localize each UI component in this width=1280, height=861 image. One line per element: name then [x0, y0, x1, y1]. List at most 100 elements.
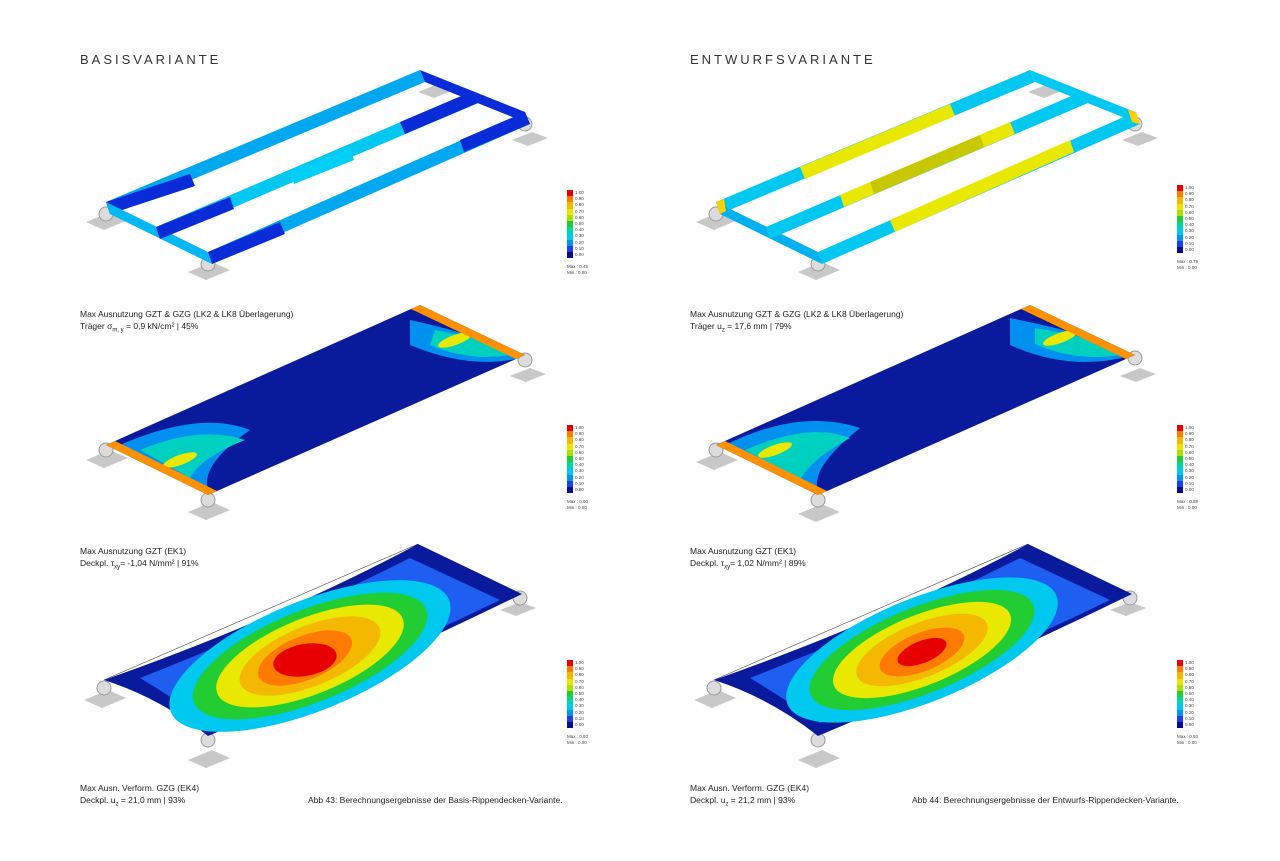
- caption-line-1: Max Ausnutzung GZT & GZG (LK2 & LK8 Über…: [80, 309, 294, 319]
- legend-swatch: [567, 251, 573, 259]
- legend-row: 0.90: [567, 666, 607, 673]
- legend-swatch: [567, 214, 573, 221]
- legend-row: 0.20: [1177, 709, 1217, 716]
- caption-line-1: Max Ausnutzung GZT (EK1): [80, 546, 187, 556]
- legend-swatch: [567, 709, 573, 716]
- legend-row: 0.10: [1177, 715, 1217, 722]
- legend-level-label: 0.80: [1185, 672, 1194, 678]
- legend-row: 0.90: [1177, 431, 1217, 438]
- legend-bar: 1.00 0.90 0.80 0.70 0.60 0.50 0.40 0.30 0.20 0.10…: [567, 190, 607, 259]
- legend-swatch: [567, 480, 573, 487]
- legend-level-label: 0.20: [1185, 474, 1194, 480]
- legend-level-label: 0.00: [1185, 721, 1194, 727]
- legend-min: Min : 0.00: [1177, 265, 1197, 271]
- legend-bar: 1.00 0.90 0.80 0.70 0.60 0.50 0.40 0.30 0.20 0.10…: [1177, 425, 1217, 494]
- legend-row: 0.60: [1177, 684, 1217, 691]
- legend-swatch: [1177, 425, 1183, 432]
- basis-shear-plate-figure: [86, 305, 546, 520]
- legend-swatch: [1177, 455, 1183, 463]
- legend-level-label: 0.40: [1185, 697, 1194, 703]
- legend-swatch: [1177, 474, 1183, 481]
- legend-level-label: 0.80: [575, 202, 584, 208]
- caption-line-1: Max Ausnutzung GZT & GZG (LK2 & LK8 Über…: [690, 309, 904, 319]
- legend-row: 1.00: [1177, 185, 1217, 192]
- legend-level-label: 0.40: [575, 462, 584, 468]
- legend-swatch: [567, 703, 573, 710]
- legend-basis-2: 1.00 0.90 0.80 0.70 0.60 0.50 0.40 0.30 0.20 0.10…: [567, 425, 607, 511]
- legend-level-label: 0.90: [1185, 191, 1194, 197]
- legend-level-label: 0.60: [1185, 209, 1194, 215]
- legend-swatch: [567, 455, 573, 463]
- legend-swatch: [1177, 660, 1183, 667]
- legend-level-label: 0.50: [575, 691, 584, 697]
- legend-row: 0.30: [567, 703, 607, 710]
- legend-row: 0.00: [567, 486, 607, 494]
- legend-swatch: [1177, 191, 1183, 198]
- legend-swatch: [1177, 709, 1183, 716]
- legend-swatch: [567, 443, 573, 450]
- legend-row: 0.00: [1177, 721, 1217, 729]
- legend-level-label: 0.70: [1185, 203, 1194, 209]
- legend-row: 0.50: [1177, 690, 1217, 698]
- legend-swatch: [567, 245, 573, 252]
- legend-row: 1.00: [1177, 425, 1217, 432]
- entwurf-shear-plate-figure: [696, 305, 1156, 522]
- legend-level-label: 0.20: [1185, 234, 1194, 240]
- basis-deflection-figure: [84, 543, 536, 768]
- legend-swatch: [567, 721, 573, 729]
- legend-swatch: [1177, 697, 1183, 704]
- legend-row: 0.70: [1177, 678, 1217, 685]
- legend-row: 0.00: [1177, 486, 1217, 494]
- legend-row: 0.10: [1177, 480, 1217, 487]
- legend-row: 0.80: [567, 202, 607, 209]
- legend-level-label: 0.20: [575, 474, 584, 480]
- legend-row: 1.00: [567, 660, 607, 667]
- legend-level-label: 0.20: [575, 709, 584, 715]
- legend-row: 0.30: [1177, 703, 1217, 710]
- legend-swatch: [567, 690, 573, 698]
- legend-level-label: 0.00: [1185, 246, 1194, 252]
- legend-row: 0.80: [567, 437, 607, 444]
- legend-swatch: [1177, 431, 1183, 438]
- basis-beam-frame-figure: [86, 70, 548, 280]
- legend-row: 0.30: [1177, 468, 1217, 475]
- legend-row: 0.00: [1177, 246, 1217, 254]
- legend-max: Max : 0.79: [1177, 259, 1199, 265]
- legend-swatch: [1177, 197, 1183, 204]
- column-title-entwurf: ENTWURFSVARIANTE: [690, 52, 876, 67]
- legend-level-label: 0.70: [575, 443, 584, 449]
- legend-level-label: 1.00: [1185, 425, 1194, 431]
- legend-level-label: 0.50: [1185, 456, 1194, 462]
- legend-swatch: [567, 202, 573, 209]
- legend-level-label: 0.50: [575, 456, 584, 462]
- legend-swatch: [1177, 215, 1183, 223]
- legend-swatch: [1177, 672, 1183, 679]
- caption-line-2: Deckpl. uz = 21,2 mm | 93%: [690, 795, 796, 808]
- legend-swatch: [1177, 185, 1183, 192]
- legend-swatch: [567, 474, 573, 481]
- legend-max: Max : 0.90: [567, 499, 589, 505]
- legend-level-label: 0.10: [575, 715, 584, 721]
- legend-swatch: [1177, 715, 1183, 722]
- legend-max: Max : 0.93: [1177, 734, 1199, 740]
- legend-level-label: 0.60: [1185, 449, 1194, 455]
- legend-level-label: 0.90: [575, 666, 584, 672]
- legend-level-label: 1.00: [575, 190, 584, 196]
- legend-row: 0.20: [1177, 474, 1217, 481]
- legend-level-label: 0.30: [575, 468, 584, 474]
- caption-line-1: Max Ausn. Verform. GZG (EK4): [80, 783, 200, 793]
- legend-swatch: [1177, 203, 1183, 210]
- legend-max: Max : 0.45: [567, 264, 589, 270]
- legend-row: 0.40: [567, 462, 607, 469]
- legend-row: 0.20: [567, 474, 607, 481]
- legend-row: 0.70: [567, 208, 607, 215]
- legend-swatch: [1177, 690, 1183, 698]
- caption-line-2: Träger σm, y = 0,9 kN/cm² | 45%: [80, 321, 199, 334]
- legend-row: 0.40: [567, 697, 607, 704]
- legend-row: 0.50: [1177, 455, 1217, 463]
- entwurf-deflection-figure: [694, 543, 1146, 768]
- legend-level-label: 0.10: [575, 245, 584, 251]
- legend-row: 0.50: [1177, 215, 1217, 223]
- legend-entwurf-2: 1.00 0.90 0.80 0.70 0.60 0.50 0.40 0.30 0.20 0.10…: [1177, 425, 1217, 511]
- legend-swatch: [567, 227, 573, 234]
